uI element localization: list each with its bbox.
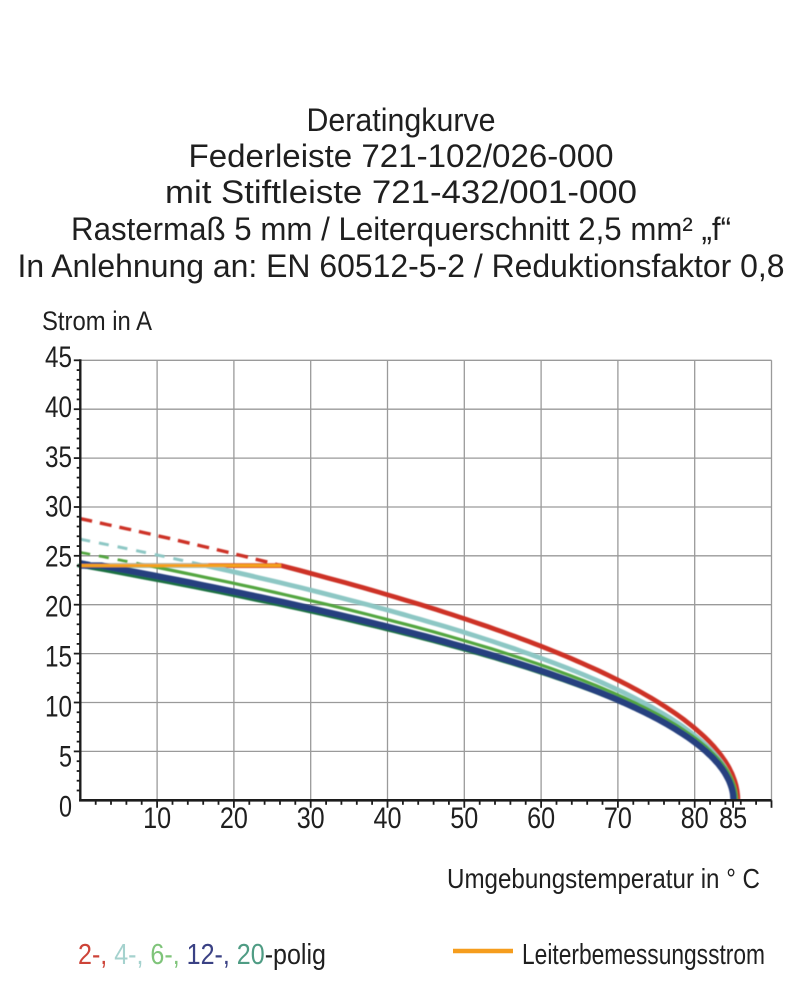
svg-text:40: 40 <box>374 802 402 835</box>
svg-text:70: 70 <box>604 802 632 835</box>
svg-text:Strom in A: Strom in A <box>42 306 152 336</box>
svg-text:85: 85 <box>719 802 747 835</box>
svg-text:80: 80 <box>681 802 709 835</box>
svg-text:2-, 4-, 6-, 12-, 20-polig: 2-, 4-, 6-, 12-, 20-polig <box>78 939 326 971</box>
svg-text:Federleiste 721-102/026-000: Federleiste 721-102/026-000 <box>189 138 614 174</box>
svg-text:10: 10 <box>143 802 171 835</box>
svg-text:35: 35 <box>45 441 72 474</box>
svg-text:Rastermaß 5 mm / Leiterquersch: Rastermaß 5 mm / Leiterquerschnitt 2,5 m… <box>71 211 731 247</box>
svg-text:60: 60 <box>527 802 555 835</box>
svg-text:40: 40 <box>45 391 72 424</box>
svg-text:25: 25 <box>45 541 72 574</box>
svg-text:mit Stiftleiste 721-432/001-00: mit Stiftleiste 721-432/001-000 <box>165 174 637 210</box>
svg-text:30: 30 <box>45 491 72 524</box>
svg-text:20: 20 <box>45 591 72 624</box>
svg-text:30: 30 <box>297 802 325 835</box>
svg-text:15: 15 <box>45 641 72 674</box>
svg-text:20: 20 <box>220 802 248 835</box>
svg-text:50: 50 <box>450 802 478 835</box>
svg-text:In Anlehnung an: EN 60512-5-2: In Anlehnung an: EN 60512-5-2 / Reduktio… <box>18 248 785 284</box>
svg-text:Deratingkurve: Deratingkurve <box>307 102 496 138</box>
svg-text:Umgebungstemperatur in ° C: Umgebungstemperatur in ° C <box>447 863 760 894</box>
svg-text:0: 0 <box>59 790 72 823</box>
svg-text:10: 10 <box>45 690 72 723</box>
svg-text:Leiterbemessungsstrom: Leiterbemessungsstrom <box>522 939 765 971</box>
svg-text:45: 45 <box>45 341 72 374</box>
svg-text:5: 5 <box>59 740 72 773</box>
